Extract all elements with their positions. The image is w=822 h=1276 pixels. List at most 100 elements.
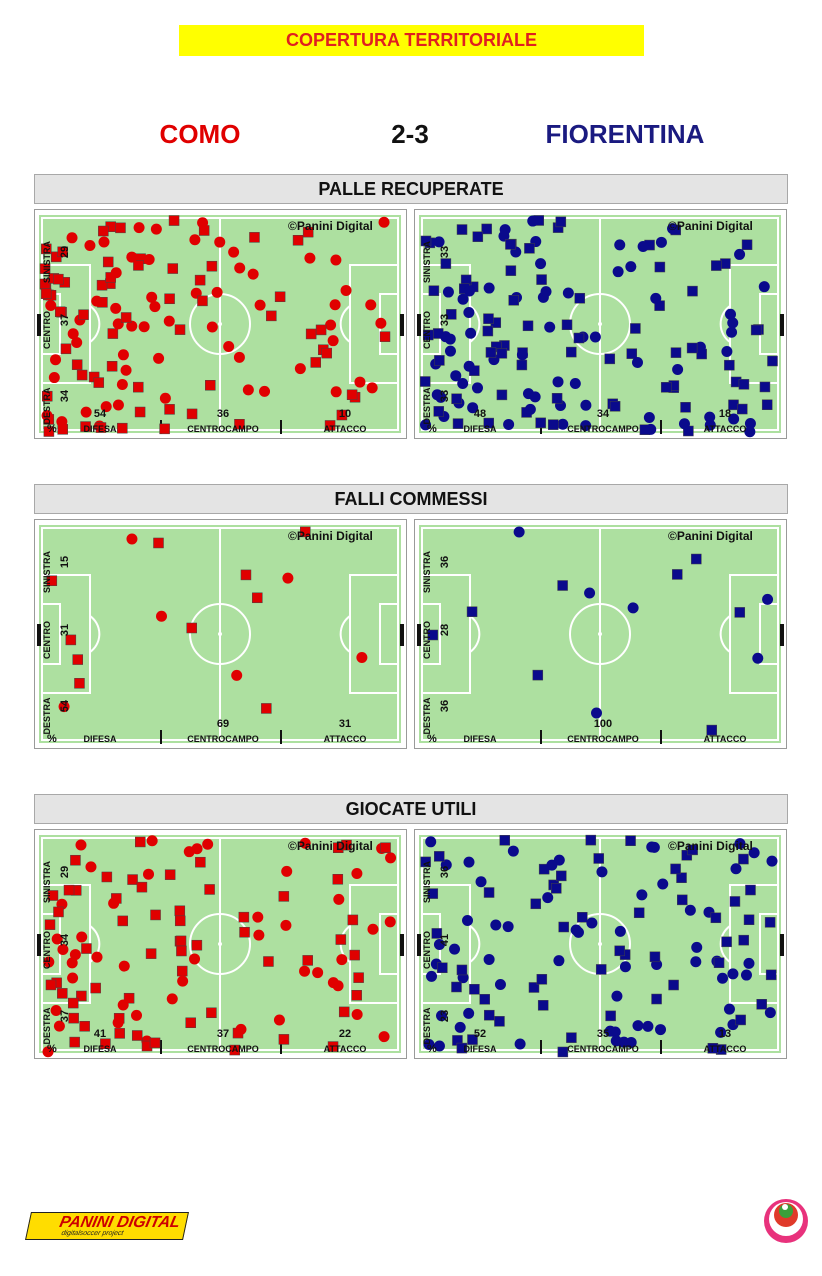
event-marker-square xyxy=(159,423,170,435)
event-marker-square xyxy=(72,654,83,665)
event-marker-square xyxy=(451,981,462,993)
event-marker-square xyxy=(484,1009,495,1021)
event-marker-square xyxy=(428,285,440,296)
event-marker-square xyxy=(483,417,495,429)
event-marker-square xyxy=(197,295,208,307)
event-marker-square xyxy=(127,874,138,885)
event-marker-square xyxy=(446,309,457,320)
event-marker-square xyxy=(332,874,344,885)
event-marker-circle xyxy=(50,1005,62,1017)
event-marker-circle xyxy=(762,593,774,605)
ball-logo-icon xyxy=(764,1199,808,1243)
zone-percentage: 41 xyxy=(94,1028,106,1040)
event-marker-circle xyxy=(449,943,461,955)
side-percentage: 15 xyxy=(59,556,71,568)
event-marker-circle xyxy=(730,863,742,875)
event-marker-square xyxy=(44,919,56,930)
event-marker-circle xyxy=(625,261,637,273)
event-marker-square xyxy=(660,382,672,393)
event-marker-square xyxy=(68,1012,79,1024)
zone-percentage: 37 xyxy=(217,1028,229,1040)
event-marker-circle xyxy=(643,412,655,424)
event-marker-circle xyxy=(214,236,226,248)
event-marker-square xyxy=(380,842,391,853)
event-marker-circle xyxy=(544,321,556,333)
event-marker-square xyxy=(292,235,304,246)
event-marker-square xyxy=(185,1017,196,1029)
event-marker-square xyxy=(422,329,434,341)
event-marker-circle xyxy=(462,914,474,926)
event-marker-circle xyxy=(71,337,83,349)
event-marker-circle xyxy=(282,572,294,584)
event-marker-square xyxy=(707,1043,719,1054)
event-marker-square xyxy=(164,869,176,880)
event-marker-circle xyxy=(211,286,223,298)
event-marker-square xyxy=(472,231,484,242)
side-label-centro: CENTRO xyxy=(422,621,432,659)
event-marker-square xyxy=(234,418,245,430)
side-label-centro: CENTRO xyxy=(42,311,52,349)
event-marker-square xyxy=(153,537,164,549)
event-marker-square xyxy=(738,853,749,865)
zone-label-difesa: DIFESA xyxy=(463,424,497,434)
event-marker-square xyxy=(711,260,722,271)
event-marker-circle xyxy=(146,291,158,303)
event-marker-square xyxy=(65,634,77,646)
event-marker-square xyxy=(76,369,88,381)
event-marker-circle xyxy=(631,356,643,368)
event-marker-circle xyxy=(126,251,138,263)
event-marker-square xyxy=(566,1032,577,1043)
event-marker-square xyxy=(524,243,535,254)
event-marker-circle xyxy=(465,327,477,339)
zone-percentage: 35 xyxy=(597,1028,609,1040)
side-label-sinistra: SINISTRA xyxy=(42,551,52,594)
event-marker-circle xyxy=(557,418,569,430)
event-marker-circle xyxy=(43,956,55,968)
event-marker-square xyxy=(536,974,548,985)
event-marker-square xyxy=(710,912,722,924)
panini-digital-logo: PANINI DIGITAL digitalsoccer project xyxy=(25,1212,189,1240)
side-percentage: 37 xyxy=(59,1010,71,1022)
pitch-drawing: ©Panini Digital SINISTRA 36 CENTRO 28 DESTRA 3… xyxy=(417,525,784,745)
event-marker-square xyxy=(164,293,175,305)
event-marker-square xyxy=(681,849,693,861)
event-marker-circle xyxy=(727,968,739,980)
event-marker-circle xyxy=(444,345,456,357)
event-marker-circle xyxy=(340,284,352,296)
event-marker-square xyxy=(687,844,698,856)
event-marker-square xyxy=(724,359,735,371)
event-marker-square xyxy=(174,905,186,917)
event-marker-square xyxy=(101,871,113,883)
event-marker-square xyxy=(614,945,625,957)
event-marker-square xyxy=(496,389,508,401)
event-marker-circle xyxy=(442,286,454,298)
event-marker-square xyxy=(195,856,206,868)
side-percentage: 54 xyxy=(59,699,71,712)
event-marker-circle xyxy=(253,929,265,941)
event-marker-square xyxy=(585,834,597,846)
event-marker-circle xyxy=(646,841,658,853)
event-marker-circle xyxy=(75,839,87,851)
side-percentage: 37 xyxy=(59,314,71,326)
event-marker-circle xyxy=(678,418,690,430)
event-marker-square xyxy=(205,380,216,391)
event-marker-square xyxy=(651,993,662,1005)
event-marker-circle xyxy=(552,376,564,388)
event-marker-circle xyxy=(273,1014,285,1026)
event-marker-circle xyxy=(197,217,209,229)
event-marker-square xyxy=(353,972,364,983)
event-marker-circle xyxy=(463,307,475,319)
pitch-fiorentina-falli-commessi: ©Panini Digital SINISTRA 36 CENTRO 28 DESTRA 3… xyxy=(414,519,787,749)
event-marker-circle xyxy=(766,855,778,867)
zone-label-difesa: DIFESA xyxy=(83,1044,117,1054)
event-marker-square xyxy=(133,381,144,393)
event-marker-square xyxy=(96,279,108,291)
event-marker-circle xyxy=(433,1040,445,1052)
event-marker-circle xyxy=(580,399,592,411)
side-percentage: 36 xyxy=(439,866,451,878)
event-marker-circle xyxy=(450,370,462,382)
event-marker-square xyxy=(741,239,753,250)
event-marker-circle xyxy=(378,1031,390,1043)
event-marker-square xyxy=(537,1000,549,1011)
event-marker-square xyxy=(680,402,691,413)
